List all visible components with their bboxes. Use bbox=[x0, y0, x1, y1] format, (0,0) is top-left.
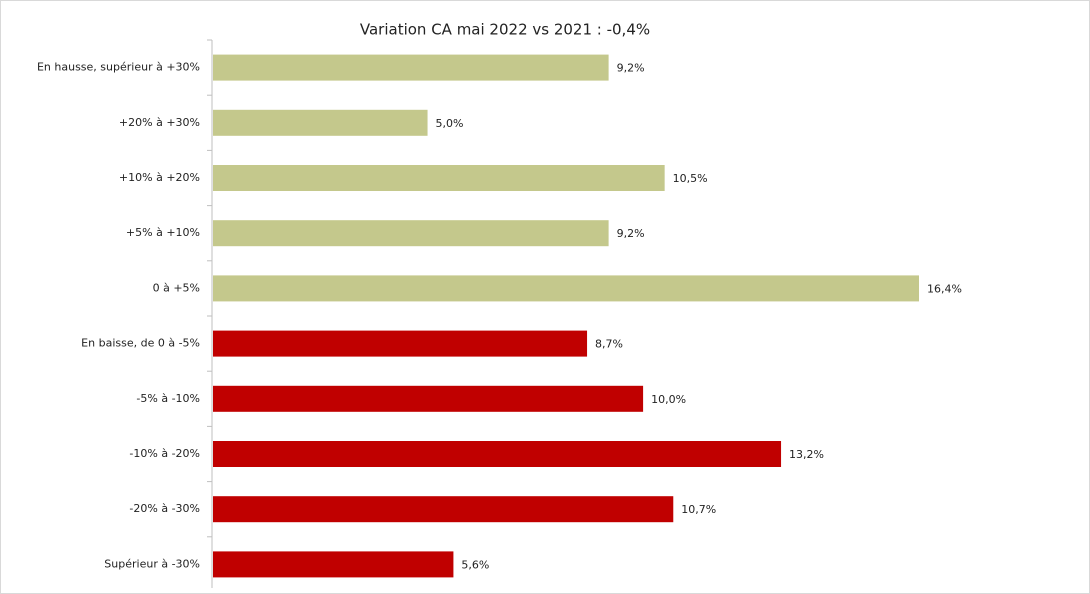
data-label: 9,2% bbox=[617, 62, 645, 75]
bar bbox=[213, 551, 454, 578]
bar bbox=[213, 109, 428, 136]
data-label: 5,6% bbox=[461, 558, 489, 571]
y-tick-label: -5% à -10% bbox=[136, 392, 200, 405]
chart-title: Variation CA mai 2022 vs 2021 : -0,4% bbox=[360, 21, 650, 39]
data-label: 8,7% bbox=[595, 338, 623, 351]
bar bbox=[213, 385, 644, 412]
y-tick-label: -10% à -20% bbox=[129, 447, 200, 460]
data-label: 13,2% bbox=[789, 448, 824, 461]
data-label: 10,7% bbox=[681, 503, 716, 516]
data-label: 16,4% bbox=[927, 282, 962, 295]
y-tick-label: -20% à -30% bbox=[129, 502, 200, 515]
y-tick-label: 0 à +5% bbox=[153, 281, 200, 294]
bar bbox=[213, 330, 588, 357]
y-tick-label: +5% à +10% bbox=[126, 226, 200, 239]
bar bbox=[213, 165, 665, 191]
bar bbox=[213, 441, 782, 467]
data-label: 10,5% bbox=[673, 172, 708, 185]
bar bbox=[213, 220, 609, 247]
y-tick-label: +10% à +20% bbox=[119, 171, 200, 184]
bar bbox=[213, 54, 609, 81]
bar bbox=[213, 496, 674, 523]
y-tick-label: +20% à +30% bbox=[119, 116, 200, 129]
data-label: 5,0% bbox=[436, 117, 464, 130]
data-label: 9,2% bbox=[617, 227, 645, 240]
y-tick-label: En baisse, de 0 à -5% bbox=[81, 337, 200, 350]
y-tick-label: En hausse, supérieur à +30% bbox=[37, 61, 200, 74]
bar bbox=[213, 275, 919, 302]
y-tick-label: Supérieur à -30% bbox=[104, 557, 200, 570]
data-label: 10,0% bbox=[651, 393, 686, 406]
